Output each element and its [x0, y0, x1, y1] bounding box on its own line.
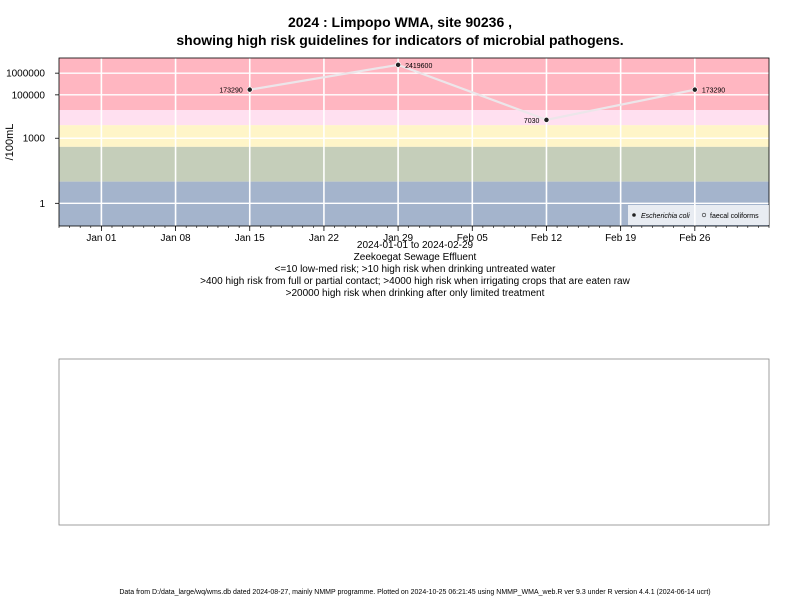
legend-marker-faecal [701, 212, 707, 218]
x-tick-label-7: Feb 19 [605, 233, 637, 244]
y-tick-label-2: 100000 [12, 90, 46, 101]
caption-guideline-drinking: <=10 low-med risk; >10 high risk when dr… [274, 264, 556, 275]
data-point-1 [395, 61, 402, 68]
legend-box [628, 205, 769, 225]
risk-band-1 [59, 110, 769, 126]
chart-title-line-1: 2024 : Limpopo WMA, site 90236 , [287, 14, 513, 30]
data-label-1: 2419600 [405, 63, 432, 70]
data-point-2 [543, 116, 550, 123]
y-tick-label-3: 1000000 [6, 69, 45, 80]
risk-band-0 [59, 58, 769, 111]
y-tick-label-1: 1000 [23, 134, 46, 145]
caption-site-name: Zeekoegat Sewage Effluent [353, 252, 477, 263]
caption-guideline-contact: >400 high risk from full or partial cont… [200, 276, 630, 287]
footer-note: Data from D:/data_large/wq/wms.db dated … [119, 589, 711, 596]
x-tick-label-3: Jan 22 [309, 233, 339, 244]
data-label-0: 173290 [219, 88, 242, 95]
grid-lines [59, 58, 769, 226]
x-tick-label-4: Jan 29 [383, 233, 413, 244]
chart-title-line-2: showing high risk guidelines for indicat… [176, 32, 624, 48]
y-axis: 1 1000 100000 1000000 [6, 69, 59, 210]
empty-secondary-panel [58, 358, 770, 526]
x-tick-label-2: Jan 15 [235, 233, 265, 244]
y-tick-label-0: 1 [39, 199, 45, 210]
legend-marker-ecoli [632, 213, 636, 217]
plot-frame [58, 57, 770, 227]
y-axis-label: /100mL [4, 124, 16, 161]
x-axis: Jan 01 Jan 08 Jan 15 Jan 22 Jan 29 Feb 05 Feb … [58, 226, 770, 244]
data-label-3: 173290 [702, 88, 725, 95]
risk-band-2 [59, 125, 769, 147]
caption-guideline-treatment: >20000 high risk when drinking after onl… [285, 288, 545, 299]
data-point-3 [691, 86, 698, 93]
data-label-2: 7030 [524, 118, 540, 125]
x-tick-label-8: Feb 26 [679, 233, 711, 244]
legend-label-faecal: faecal coliforms [710, 213, 759, 220]
risk-bands [59, 58, 769, 226]
x-tick-label-0: Jan 01 [86, 233, 116, 244]
data-point-0 [246, 86, 253, 93]
legend-label-ecoli: Escherichia coli [641, 213, 690, 220]
series-group: 173290 2419600 7030 173290 [219, 61, 725, 125]
series-line-0 [249, 63, 696, 122]
x-tick-label-1: Jan 08 [161, 233, 191, 244]
x-tick-label-6: Feb 12 [531, 233, 563, 244]
x-tick-label-5: Feb 05 [457, 233, 489, 244]
risk-band-3 [59, 146, 769, 182]
legend: Escherichia coli faecal coliforms [628, 205, 769, 225]
caption-date-range: 2024-01-01 to 2024-02-29 [356, 240, 474, 251]
